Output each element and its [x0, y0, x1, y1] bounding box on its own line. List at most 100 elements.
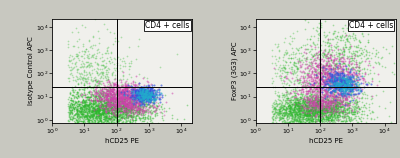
- Point: [316, 78, 323, 80]
- Point: [289, 113, 296, 115]
- Point: [329, 110, 335, 113]
- Point: [359, 113, 366, 115]
- Point: [336, 86, 342, 88]
- Point: [335, 98, 341, 100]
- Point: [107, 103, 113, 106]
- Point: [360, 77, 366, 79]
- Point: [328, 58, 334, 61]
- Point: [328, 120, 334, 123]
- Point: [284, 51, 290, 53]
- Point: [328, 79, 335, 81]
- Point: [122, 100, 128, 102]
- Point: [122, 84, 128, 86]
- Point: [335, 99, 341, 101]
- Point: [126, 46, 132, 48]
- Point: [101, 109, 107, 111]
- Point: [304, 111, 311, 113]
- Point: [294, 97, 301, 99]
- Point: [293, 103, 300, 105]
- Point: [312, 104, 318, 107]
- Point: [98, 103, 105, 106]
- Point: [302, 113, 308, 115]
- Point: [136, 112, 142, 114]
- Point: [102, 116, 108, 118]
- Point: [338, 106, 344, 109]
- Y-axis label: Isotype Control APC: Isotype Control APC: [28, 37, 34, 106]
- Point: [293, 104, 300, 106]
- Point: [330, 97, 337, 100]
- Point: [124, 85, 130, 88]
- Point: [78, 95, 84, 98]
- Point: [330, 85, 336, 88]
- Point: [333, 110, 339, 113]
- Point: [284, 107, 291, 110]
- Point: [108, 103, 114, 105]
- Point: [336, 104, 343, 106]
- Point: [112, 106, 118, 108]
- Point: [357, 117, 364, 120]
- Point: [292, 106, 298, 109]
- Point: [341, 73, 347, 75]
- Point: [314, 102, 320, 105]
- Point: [332, 88, 338, 91]
- Point: [326, 95, 332, 97]
- Point: [92, 109, 98, 112]
- Point: [91, 105, 97, 108]
- Point: [111, 103, 118, 106]
- Point: [122, 121, 129, 124]
- Point: [282, 112, 288, 114]
- Point: [322, 89, 328, 91]
- Point: [276, 112, 283, 114]
- Point: [135, 91, 142, 93]
- Point: [82, 110, 88, 112]
- Point: [67, 110, 73, 112]
- Point: [330, 121, 337, 123]
- Point: [282, 66, 288, 69]
- Point: [287, 104, 293, 107]
- Point: [290, 106, 296, 109]
- Point: [339, 78, 346, 80]
- Point: [128, 82, 134, 84]
- Point: [316, 93, 322, 96]
- Point: [311, 82, 318, 84]
- Point: [332, 96, 338, 99]
- Point: [313, 93, 319, 95]
- Point: [320, 118, 327, 121]
- Point: [85, 104, 91, 107]
- Point: [346, 89, 352, 91]
- Point: [317, 77, 324, 79]
- Point: [123, 103, 130, 105]
- Point: [284, 97, 290, 100]
- Point: [130, 87, 137, 90]
- Point: [332, 78, 338, 80]
- Point: [325, 101, 332, 103]
- Point: [278, 75, 284, 77]
- Point: [106, 100, 112, 102]
- Point: [330, 74, 337, 77]
- Point: [288, 115, 294, 117]
- Point: [280, 114, 287, 116]
- Point: [335, 31, 341, 33]
- Point: [118, 96, 124, 99]
- Point: [335, 74, 342, 76]
- Point: [324, 80, 330, 83]
- Point: [130, 97, 136, 100]
- Point: [93, 104, 100, 106]
- Point: [282, 75, 289, 78]
- Point: [332, 110, 338, 112]
- Point: [101, 88, 108, 90]
- Point: [328, 101, 335, 104]
- Point: [316, 120, 323, 122]
- Point: [346, 107, 352, 109]
- Point: [112, 107, 118, 109]
- Point: [309, 66, 316, 69]
- Point: [127, 107, 134, 110]
- Point: [334, 106, 341, 109]
- Point: [336, 84, 342, 87]
- Point: [121, 106, 128, 109]
- Point: [345, 83, 352, 85]
- Point: [73, 119, 80, 122]
- Point: [320, 97, 326, 100]
- Point: [269, 109, 275, 112]
- Point: [136, 107, 142, 110]
